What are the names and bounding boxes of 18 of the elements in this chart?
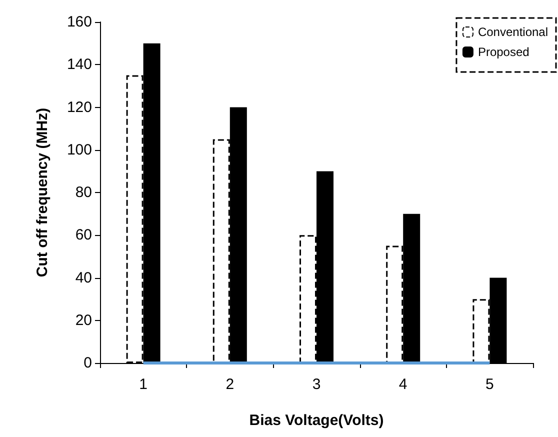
x-tick-label: 2: [226, 376, 234, 393]
x-tick-label: 5: [486, 376, 494, 393]
x-axis-title: Bias Voltage(Volts): [249, 412, 384, 429]
x-tick-label: 3: [312, 376, 321, 393]
y-tick-label: 80: [75, 184, 92, 201]
y-tick-label: 0: [84, 354, 92, 372]
y-tick-label: 140: [66, 56, 92, 74]
y-tick-label: 20: [75, 312, 92, 329]
legend-label: Conventional: [478, 25, 548, 39]
x-tick-label: 1: [139, 376, 148, 393]
x-tick-label: 4: [398, 376, 408, 393]
y-tick-label: 60: [75, 226, 92, 244]
y-tick-label: 160: [66, 14, 92, 30]
y-tick-label: 40: [75, 269, 92, 286]
y-tick-label: 100: [66, 141, 92, 158]
legend-label: Proposed: [478, 45, 530, 59]
y-tick-label: 120: [66, 98, 92, 116]
y-axis-title: Cut off frequency (MHz): [34, 108, 51, 278]
